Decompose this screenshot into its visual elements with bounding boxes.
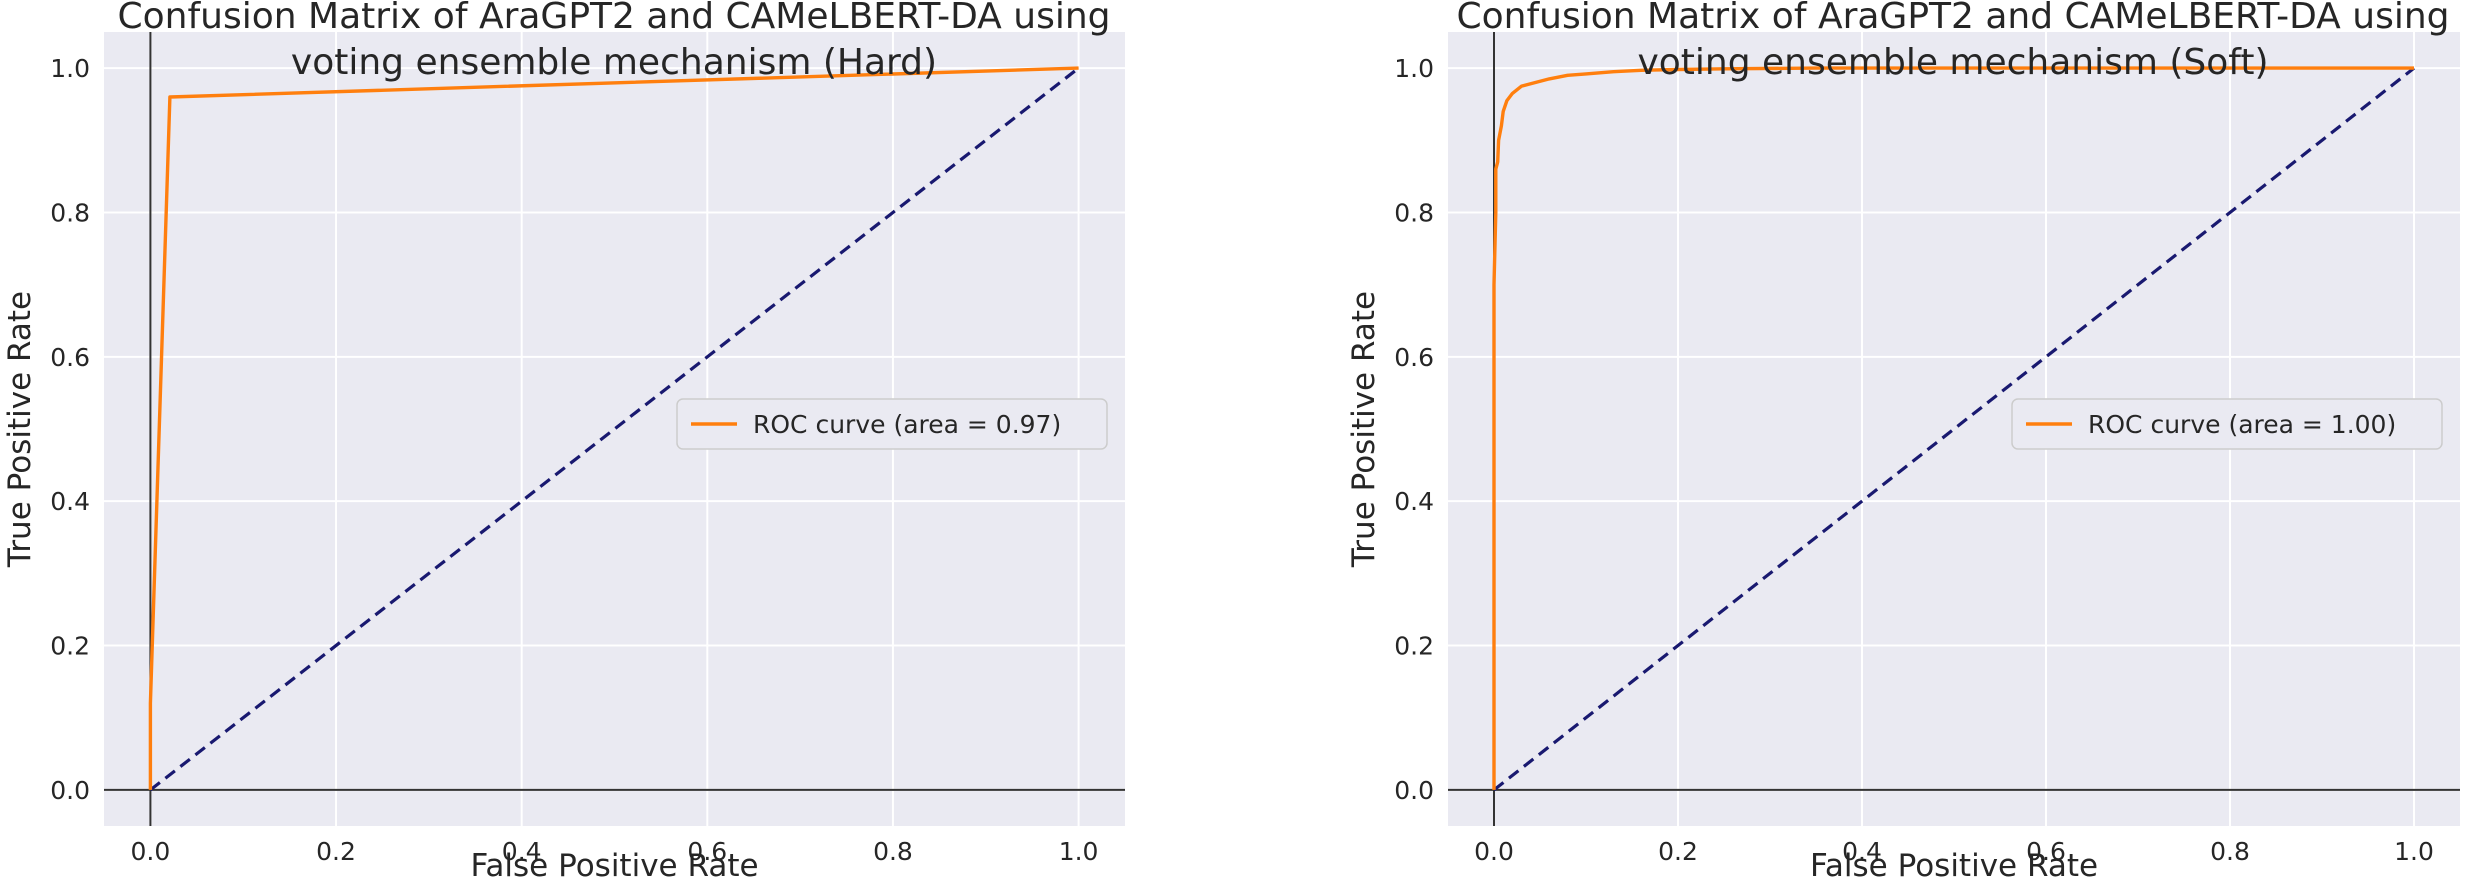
legend-roc-label: ROC curve (area = 1.00)	[2088, 410, 2396, 439]
x-tick-label: 0.0	[1474, 837, 1514, 866]
legend-box	[2011, 398, 2443, 450]
chart-title-line-2: voting ensemble mechanism (Hard)	[291, 42, 937, 83]
y-tick-label: 0.2	[50, 632, 90, 661]
x-tick-label: 0.2	[1658, 837, 1698, 866]
chart-title-line-1: Confusion Matrix of AraGPT2 and CAMeLBER…	[1457, 0, 2450, 37]
roc-curve-line	[1492, 66, 2414, 790]
x-tick-label: 0.2	[316, 837, 356, 866]
x-axis-label: False Positive Rate	[470, 848, 758, 880]
roc-curve-line	[148, 66, 1079, 790]
legend: ROC curve (area = 0.97)	[676, 398, 1108, 450]
x-tick-label: 0.4	[502, 837, 542, 866]
x-tick-label: 0.0	[131, 837, 171, 866]
x-tick-label: 1.0	[1059, 837, 1099, 866]
y-tick-label: 1.0	[1394, 54, 1434, 83]
y-tick-label: 0.8	[50, 198, 90, 227]
y-tick-label: 0.4	[50, 487, 90, 516]
y-tick-label: 0.2	[1394, 632, 1434, 661]
y-tick-label: 1.0	[50, 54, 90, 83]
chart-title-line-1: Confusion Matrix of AraGPT2 and CAMeLBER…	[118, 0, 1111, 37]
legend-box	[676, 398, 1108, 450]
y-tick-label: 0.6	[1394, 343, 1434, 372]
y-tick-label: 0.4	[1394, 487, 1434, 516]
legend-roc-label: ROC curve (area = 0.97)	[753, 410, 1061, 439]
chart-title-line-2: voting ensemble mechanism (Soft)	[1637, 42, 2268, 83]
y-axis-label: True Positive Rate	[1346, 291, 1382, 568]
y-axis-label: True Positive Rate	[2, 291, 38, 568]
chance-line	[1493, 66, 2415, 792]
y-tick-label: 0.6	[50, 343, 90, 372]
x-axis-label: False Positive Rate	[1810, 848, 2098, 880]
roc-panel-1: 0.0 0.2 0.4 0.6 0.8 1.0 0.0 0.2 0.4 0.6 0.8 1.0 Conf…	[2, 0, 1125, 884]
x-tick-label: 0.4	[1842, 837, 1882, 866]
chance-line	[149, 66, 1080, 792]
x-tick-label: 1.0	[2394, 837, 2434, 866]
y-tick-label: 0.8	[1394, 198, 1434, 227]
x-tick-label: 0.8	[2210, 837, 2250, 866]
roc-panel-2: 0.0 0.2 0.4 0.6 0.8 1.0 0.0 0.2 0.4 0.6 0.8 1.0 Conf…	[1346, 0, 2460, 884]
y-tick-label: 0.0	[1394, 776, 1434, 805]
legend: ROC curve (area = 1.00)	[2011, 398, 2443, 450]
x-tick-label: 0.6	[687, 837, 727, 866]
x-tick-label: 0.8	[873, 837, 913, 866]
y-tick-label: 0.0	[50, 776, 90, 805]
x-tick-label: 0.6	[2026, 837, 2066, 866]
